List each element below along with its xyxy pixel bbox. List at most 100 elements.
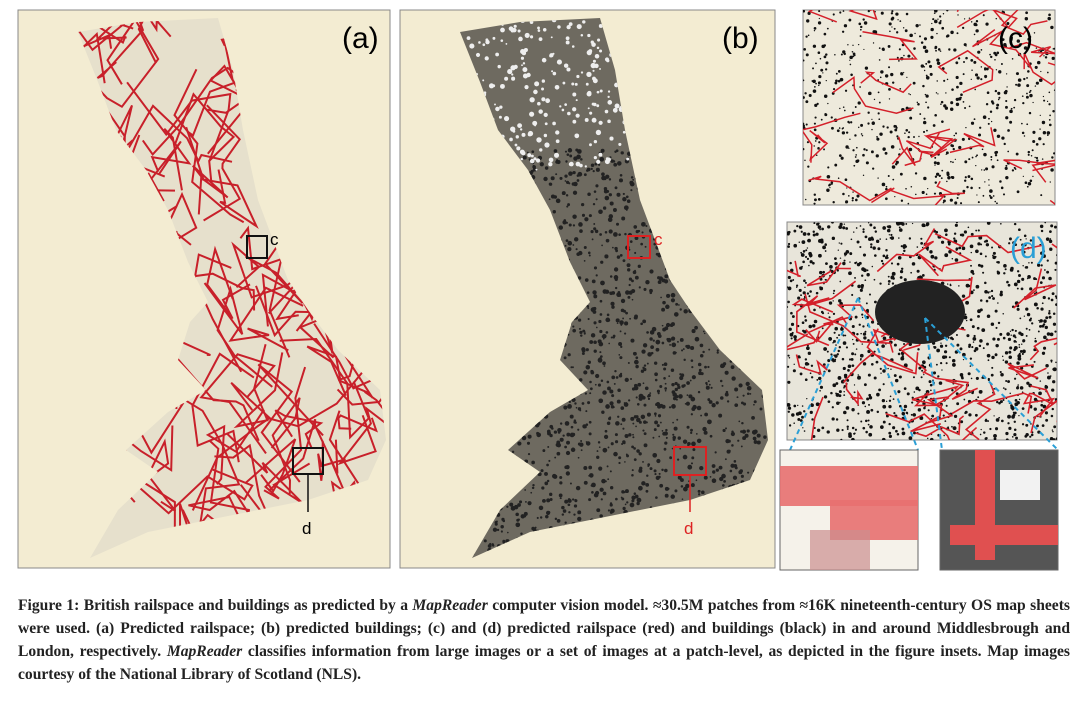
map-mark: [830, 181, 834, 184]
map-mark: [595, 274, 598, 277]
map-mark: [985, 167, 989, 171]
map-mark: [1013, 345, 1018, 350]
map-mark: [751, 429, 757, 435]
map-mark: [950, 176, 954, 179]
map-mark: [998, 416, 1000, 419]
map-mark: [1000, 10, 1048, 36]
map-mark: [612, 107, 618, 113]
map-mark: [682, 348, 685, 350]
map-mark: [94, 18, 145, 79]
map-mark: [991, 165, 995, 169]
map-mark: [337, 414, 378, 433]
map-mark: [968, 284, 971, 288]
map-mark: [838, 346, 842, 349]
map-mark: [834, 163, 838, 167]
map-mark: [1005, 73, 1008, 75]
map-mark: [775, 563, 779, 567]
map-mark: [1051, 429, 1054, 431]
map-mark: [619, 356, 623, 360]
map-mark: [566, 24, 571, 30]
map-mark: [581, 348, 586, 353]
map-mark: [996, 134, 1001, 139]
map-mark: [1050, 25, 1054, 30]
map-mark: [867, 122, 870, 125]
map-mark: [880, 372, 882, 374]
map-mark: [598, 120, 603, 125]
map-mark: [599, 156, 605, 162]
map-mark: [636, 417, 641, 423]
map-mark: [797, 296, 801, 300]
map-mark: [874, 300, 877, 304]
map-mark: [736, 396, 739, 399]
map-mark: [1000, 419, 1004, 423]
map-mark: [719, 476, 724, 482]
map-mark: [723, 479, 726, 483]
map-mark: [643, 364, 647, 367]
map-mark: [787, 231, 790, 236]
map-mark: [832, 342, 834, 344]
map-mark: [527, 501, 532, 506]
map-mark: [1021, 95, 1024, 97]
map-mark: [810, 364, 814, 367]
map-mark: [500, 524, 504, 529]
map-mark: [944, 106, 949, 110]
map-mark: [857, 374, 859, 376]
map-mark: [890, 12, 894, 15]
map-mark: [685, 401, 690, 406]
map-mark: [859, 245, 862, 249]
map-mark: [562, 220, 567, 225]
map-mark: [890, 72, 894, 77]
map-mark: [519, 149, 525, 155]
map-mark: [860, 420, 863, 423]
map-mark: [679, 338, 684, 342]
map-mark: [576, 149, 582, 154]
map-mark: [816, 379, 819, 381]
map-mark: [939, 15, 942, 18]
map-mark: [520, 532, 523, 535]
map-mark: [787, 402, 791, 407]
map-mark: [681, 384, 685, 388]
map-mark: [645, 280, 650, 285]
map-mark: [592, 290, 597, 295]
map-mark: [562, 509, 567, 513]
map-mark: [548, 182, 553, 186]
map-mark: [864, 235, 868, 239]
map-mark: [553, 149, 558, 153]
map-mark: [991, 366, 994, 369]
map-mark: [665, 322, 671, 328]
map-mark: [504, 76, 509, 81]
map-mark: [863, 268, 867, 273]
map-mark: [1040, 403, 1044, 407]
map-mark: [789, 261, 792, 265]
map-mark: [686, 425, 690, 429]
map-mark: [809, 372, 812, 375]
map-mark: [802, 427, 804, 429]
map-mark: [1049, 375, 1052, 377]
map-mark: [797, 404, 799, 407]
map-mark: [642, 460, 644, 463]
map-mark: [964, 176, 967, 179]
map-mark: [864, 66, 869, 70]
map-mark: [590, 333, 596, 338]
map-mark: [738, 420, 741, 423]
map-mark: [834, 326, 838, 331]
map-mark: [971, 69, 973, 71]
map-mark: [961, 246, 966, 251]
map-mark: [891, 282, 895, 285]
map-mark: [994, 153, 998, 157]
map-mark: [568, 223, 572, 227]
map-mark: [668, 406, 672, 409]
map-mark: [564, 421, 570, 426]
map-mark: [580, 334, 583, 337]
map-mark: [703, 430, 708, 435]
map-mark: [903, 404, 908, 409]
map-mark: [681, 498, 684, 500]
map-mark: [1042, 95, 1045, 98]
map-mark: [965, 56, 968, 60]
map-mark: [887, 44, 891, 48]
map-mark: [567, 148, 573, 153]
map-mark: [853, 231, 855, 233]
map-mark: [934, 113, 937, 117]
map-mark: [1018, 228, 1021, 232]
map-mark: [816, 102, 819, 105]
